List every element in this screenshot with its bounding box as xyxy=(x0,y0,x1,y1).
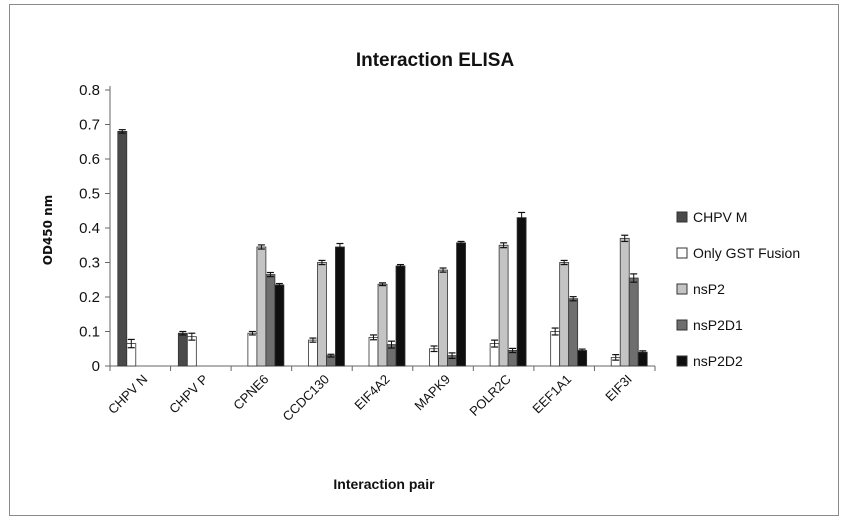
legend-label: nsP2 xyxy=(693,281,725,297)
bar xyxy=(177,332,188,367)
bar xyxy=(247,332,258,367)
legend-swatch xyxy=(676,211,688,223)
bar xyxy=(117,130,128,367)
bar xyxy=(308,339,318,367)
bar xyxy=(498,244,509,367)
x-tick-label: EEF1A1 xyxy=(529,372,574,417)
legend-swatch xyxy=(676,355,688,367)
legend-label: nsP2D2 xyxy=(693,353,743,369)
y-axis-title: OD450 nm xyxy=(41,195,55,265)
x-tick-label: POLR2C xyxy=(466,372,513,419)
bar xyxy=(628,277,639,367)
x-tick-label: CHPV N xyxy=(105,372,150,417)
axes: 0 0.1 0.2 0.3 0.4 0.5 0.6 0.7 0.8 CHPV N CHPV P CPN… xyxy=(79,82,656,425)
bar xyxy=(577,350,588,367)
y-tick-label: 0.6 xyxy=(79,151,100,168)
bar xyxy=(456,242,466,367)
bar xyxy=(335,246,345,367)
legend-label: Only GST Fusion xyxy=(693,245,800,261)
y-tick-label: 0.4 xyxy=(79,220,100,237)
chart-frame xyxy=(9,4,839,516)
bar xyxy=(317,262,327,367)
bar xyxy=(619,237,630,367)
legend-label: nsP2D1 xyxy=(693,317,743,333)
legend-swatch xyxy=(676,319,688,331)
bar xyxy=(186,336,197,367)
y-tick-label: 0.2 xyxy=(79,289,100,306)
y-tick-label: 0.3 xyxy=(79,255,100,272)
bars xyxy=(117,129,648,367)
x-tick-label: CCDC130 xyxy=(280,372,333,425)
y-tick-label: 0 xyxy=(92,358,100,375)
x-tick-label: EIF3I xyxy=(602,372,635,405)
bar xyxy=(550,331,561,367)
bar xyxy=(568,298,579,367)
bar xyxy=(265,274,276,367)
bar xyxy=(377,283,388,367)
bar xyxy=(637,351,648,367)
x-tick-label: CHPV P xyxy=(166,372,211,417)
bar xyxy=(559,262,570,367)
y-tick-label: 0.7 xyxy=(79,117,100,134)
chart-title: Interaction ELISA xyxy=(356,50,515,71)
legend: CHPV M Only GST Fusion nsP2 nsP2D1 nsP2D2 xyxy=(676,209,800,369)
legend-swatch xyxy=(676,283,688,295)
legend-label: CHPV M xyxy=(693,209,747,225)
bar xyxy=(516,217,527,367)
bar xyxy=(256,246,267,367)
x-tick-label: EIF4A2 xyxy=(351,372,392,413)
bar xyxy=(395,265,406,367)
x-tick-label: CPNE6 xyxy=(230,372,271,413)
y-tick-label: 0.5 xyxy=(79,186,100,203)
y-tick-label: 0.8 xyxy=(79,82,100,99)
y-tick-label: 0.1 xyxy=(79,324,100,341)
bar xyxy=(368,336,379,367)
x-tick-label: MAPK9 xyxy=(411,372,453,414)
bar xyxy=(438,269,448,367)
bar xyxy=(274,284,285,367)
legend-swatch xyxy=(676,247,688,259)
x-axis-title: Interaction pair xyxy=(333,476,435,492)
